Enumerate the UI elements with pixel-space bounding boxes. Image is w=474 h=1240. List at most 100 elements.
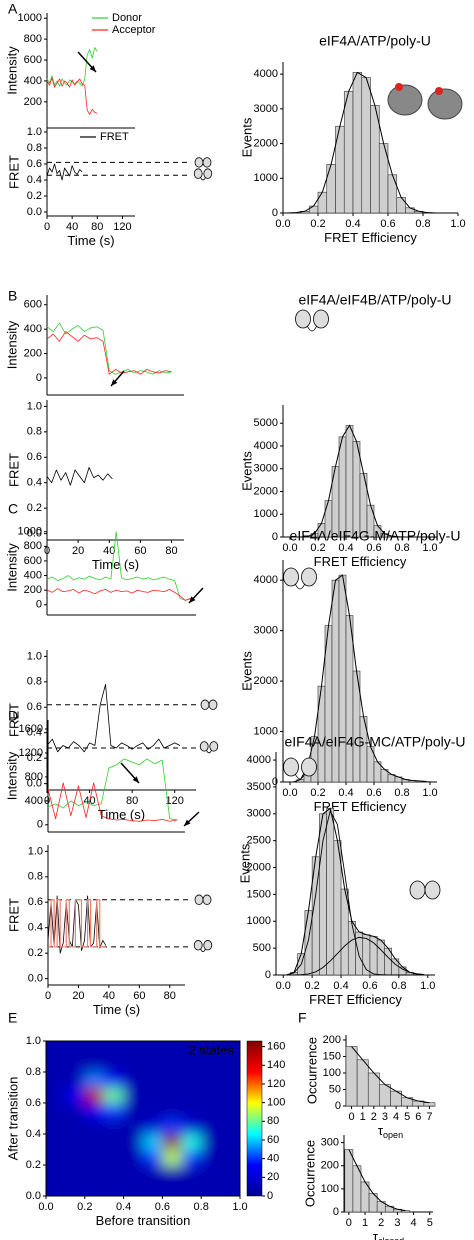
y-tick-label: 0.8 xyxy=(27,676,42,688)
fit-line xyxy=(348,1149,406,1212)
heat-cell xyxy=(181,1134,202,1150)
trace xyxy=(48,899,106,948)
heat-cell xyxy=(162,1041,183,1057)
y-tick-label: 200 xyxy=(24,347,42,359)
y-tick-label: 200 xyxy=(323,1034,341,1046)
y-tick-label: 1000 xyxy=(254,508,278,520)
heatmap xyxy=(46,1041,240,1196)
x-axis-label: FRET Efficiency xyxy=(314,799,407,814)
y-tick-label: 0 xyxy=(272,776,278,788)
x-tick-label: 0.8 xyxy=(415,218,430,230)
bar xyxy=(347,920,356,976)
colorbar-tick-label: 40 xyxy=(267,1153,279,1165)
arrow-head xyxy=(111,379,118,386)
domain xyxy=(313,309,329,329)
heat-cell xyxy=(181,1041,202,1057)
y-tick-label: 800 xyxy=(25,771,43,783)
heat-cell xyxy=(162,1103,183,1119)
x-tick-label: 0.4 xyxy=(338,787,353,799)
domain xyxy=(208,699,218,710)
trace xyxy=(46,47,98,87)
heat-cell xyxy=(201,1180,222,1196)
bar xyxy=(401,1210,410,1213)
x-tick-label: 20 xyxy=(72,545,84,557)
domain xyxy=(209,741,219,752)
heat-cell xyxy=(181,1165,202,1181)
heat-cell xyxy=(143,1118,163,1135)
x-axis-label-sub: open xyxy=(383,1130,403,1140)
domain xyxy=(194,894,204,905)
trace xyxy=(46,163,83,181)
x-tick-label: 0.6 xyxy=(362,980,377,992)
y-axis-label: After transition xyxy=(5,1077,20,1161)
bar xyxy=(352,1165,362,1213)
trace xyxy=(47,758,178,821)
heat-cell xyxy=(201,1149,222,1166)
protein-icon xyxy=(200,699,218,710)
x-tick-label: 0.8 xyxy=(194,1201,209,1213)
heat-cell xyxy=(65,1165,86,1181)
domain xyxy=(295,309,311,329)
y-tick-label: 0.4 xyxy=(27,174,42,186)
heat-cell xyxy=(123,1056,144,1073)
y-tick-label: 1000 xyxy=(254,172,278,184)
y-tick-label: 0.6 xyxy=(27,451,42,463)
y-tick-label: 0.0 xyxy=(27,206,42,218)
x-tick-label: 0.2 xyxy=(310,787,325,799)
heat-cell xyxy=(123,1041,144,1057)
colorbar-tick-label: 80 xyxy=(267,1115,279,1127)
y-tick-label: 3500 xyxy=(247,781,271,793)
colorbar-tick-label: 140 xyxy=(267,1059,285,1071)
x-tick-label: 0 xyxy=(346,1217,352,1229)
x-tick-label: 0 xyxy=(44,221,50,233)
y-tick-label: 600 xyxy=(24,54,42,66)
chart-title: eIF4A/ATP/poly-U xyxy=(319,33,431,49)
bar xyxy=(344,1149,354,1213)
heat-cell xyxy=(143,1041,163,1057)
bar xyxy=(345,615,354,783)
y-tick-label: 0.0 xyxy=(27,778,42,790)
y-tick-label: 800 xyxy=(24,33,42,45)
y-tick-label: 1.0 xyxy=(27,400,42,412)
colorbar-tick-label: 160 xyxy=(267,1041,285,1053)
fit-component xyxy=(286,936,425,976)
x-tick-label: 0.2 xyxy=(77,1201,92,1213)
x-axis-label-main: τ xyxy=(378,1123,384,1138)
trace xyxy=(46,322,172,375)
x-tick-label: 1.0 xyxy=(450,218,465,230)
y-tick-label: 400 xyxy=(24,75,42,87)
bar xyxy=(331,579,340,783)
y-axis-label: Events xyxy=(239,117,254,157)
protein-icon xyxy=(193,940,213,953)
y-tick-label: 2500 xyxy=(247,835,271,847)
linker xyxy=(307,326,317,332)
y-tick-label: 0 xyxy=(36,599,42,611)
colorbar xyxy=(246,1040,263,1197)
y-tick-label: 0.2 xyxy=(26,1159,41,1171)
x-tick-label: 1 xyxy=(360,1111,366,1123)
x-tick-label: 80 xyxy=(165,545,177,557)
trace xyxy=(46,77,98,115)
heat-cell xyxy=(162,1134,183,1150)
y-axis-label: Occurrence xyxy=(304,1037,319,1104)
bar xyxy=(369,936,378,976)
trace xyxy=(46,531,191,601)
x-tick-label: 0.8 xyxy=(394,542,409,554)
x-tick-label: 0.0 xyxy=(282,787,297,799)
bar xyxy=(319,813,327,976)
x-tick-label: 0.6 xyxy=(366,542,381,554)
heat-cell xyxy=(201,1087,222,1104)
y-axis-label: Intensity xyxy=(4,46,19,95)
heat-cell xyxy=(143,1103,163,1119)
colorbar-tick-label: 100 xyxy=(267,1097,285,1109)
x-tick-label: 0.0 xyxy=(276,980,291,992)
y-axis-label: Intensity xyxy=(4,320,19,369)
domain xyxy=(283,567,299,587)
y-axis-label: Events xyxy=(237,843,252,883)
heat-cell xyxy=(162,1056,183,1073)
bar xyxy=(379,1084,391,1107)
heat-cell xyxy=(84,1103,105,1119)
x-tick-label: 120 xyxy=(166,795,184,807)
heat-cell xyxy=(46,1072,66,1088)
heatmap-clip xyxy=(46,1041,240,1196)
